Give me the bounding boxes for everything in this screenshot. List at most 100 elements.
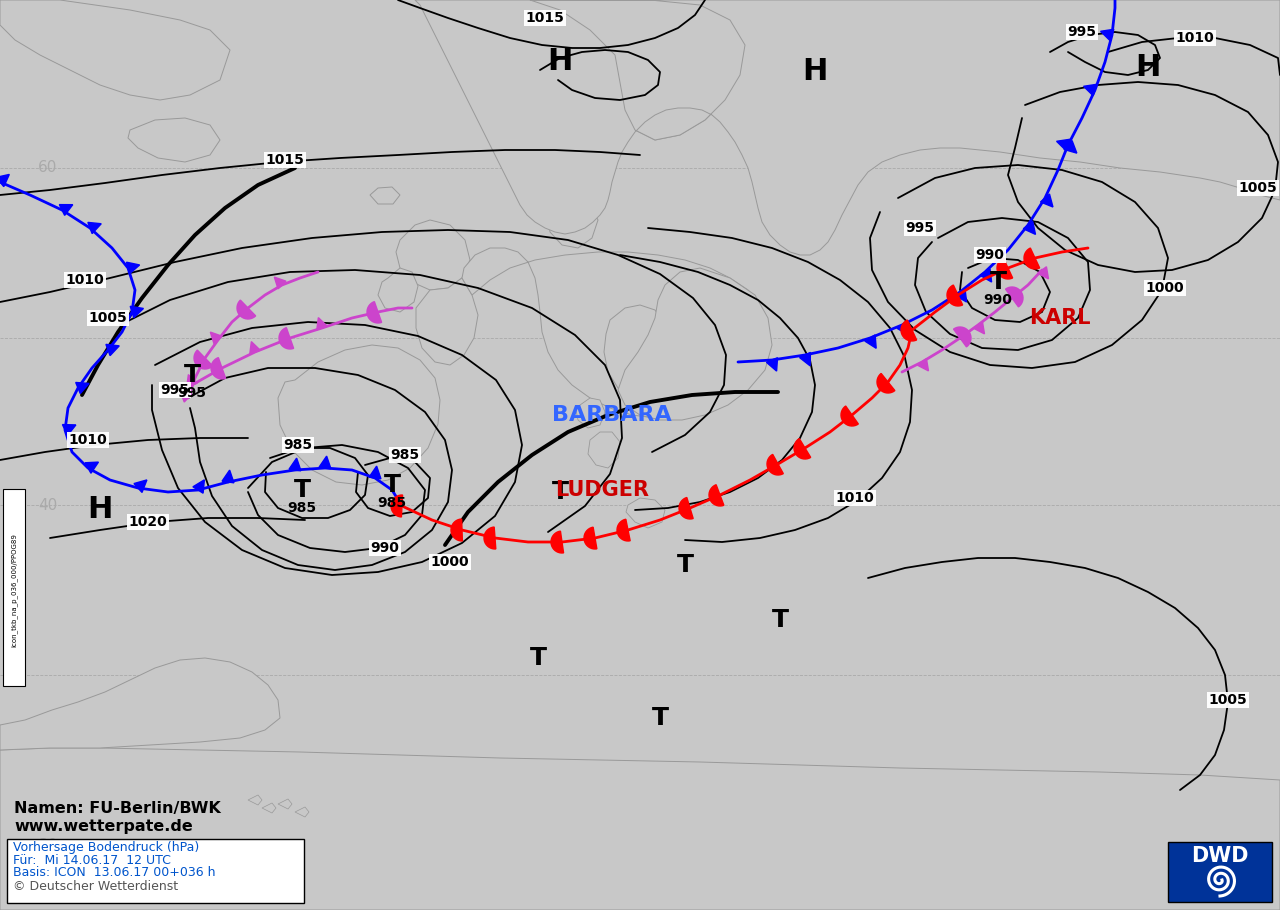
Polygon shape [131,307,143,318]
Polygon shape [278,799,292,809]
Polygon shape [678,498,694,519]
FancyBboxPatch shape [3,489,26,686]
Text: 1010: 1010 [1175,31,1215,45]
Text: T: T [677,553,694,577]
Text: 1010: 1010 [69,433,108,447]
Polygon shape [462,248,765,418]
Polygon shape [997,258,1012,279]
Polygon shape [59,205,73,216]
Text: H: H [87,496,113,524]
Text: 1015: 1015 [526,11,564,25]
Text: 1005: 1005 [1239,181,1277,195]
Text: T: T [384,473,401,497]
Text: 995: 995 [160,383,189,397]
Polygon shape [1064,140,1076,153]
Polygon shape [1024,248,1039,269]
Polygon shape [865,335,877,349]
Polygon shape [584,527,596,549]
Polygon shape [0,748,1280,910]
Polygon shape [918,359,928,371]
Polygon shape [576,398,605,428]
Polygon shape [604,305,668,392]
Polygon shape [767,358,777,371]
Polygon shape [0,0,230,100]
Polygon shape [1023,221,1036,235]
Polygon shape [378,268,419,312]
Text: 990: 990 [371,541,399,555]
Text: 995: 995 [905,221,934,235]
Text: 1005: 1005 [88,311,128,325]
Text: 985: 985 [378,496,407,510]
Polygon shape [221,470,234,483]
Polygon shape [1101,29,1114,41]
Polygon shape [211,358,225,379]
Polygon shape [1006,287,1023,307]
Text: 990: 990 [983,293,1012,307]
Text: 1005: 1005 [1208,693,1248,707]
Text: 60: 60 [38,160,58,176]
Polygon shape [980,268,992,282]
Text: T: T [530,646,547,670]
Text: T: T [293,478,311,502]
Polygon shape [897,322,909,335]
Polygon shape [561,0,745,140]
Text: 1010: 1010 [65,273,105,287]
Polygon shape [415,0,1280,255]
Polygon shape [800,352,810,366]
Text: 985: 985 [390,448,420,462]
Polygon shape [279,328,293,349]
Text: Für:  Mi 14.06.17  12 UTC: Für: Mi 14.06.17 12 UTC [13,854,170,866]
Text: H: H [803,57,828,86]
Polygon shape [767,454,783,475]
Polygon shape [88,222,101,234]
FancyBboxPatch shape [1169,842,1272,902]
Polygon shape [134,480,147,492]
Polygon shape [502,0,635,215]
Polygon shape [1041,194,1053,207]
Text: T: T [652,706,668,730]
Polygon shape [841,406,859,426]
Text: Basis: ICON  13.06.17 00+036 h: Basis: ICON 13.06.17 00+036 h [13,866,215,879]
Polygon shape [0,175,9,187]
Polygon shape [877,373,895,393]
Polygon shape [955,288,966,302]
Text: BARBARA: BARBARA [552,405,672,425]
Text: H: H [1135,54,1161,83]
Polygon shape [794,439,810,459]
Text: 995: 995 [178,386,206,400]
Text: 1000: 1000 [1146,281,1184,295]
Text: DWD: DWD [1192,846,1249,866]
Text: 990: 990 [975,248,1005,262]
Polygon shape [1084,85,1097,96]
Polygon shape [180,390,192,402]
Polygon shape [319,456,332,469]
Polygon shape [947,285,963,306]
Polygon shape [187,375,197,387]
Polygon shape [396,220,470,290]
Polygon shape [367,301,381,323]
Polygon shape [274,278,285,288]
Polygon shape [63,425,76,436]
Polygon shape [618,268,772,420]
Polygon shape [250,341,260,354]
Polygon shape [484,527,495,549]
Text: T: T [989,270,1006,294]
Polygon shape [278,345,440,485]
Polygon shape [76,382,90,393]
Polygon shape [901,320,916,341]
Text: 1000: 1000 [430,555,470,569]
Polygon shape [237,300,256,319]
Text: Vorhersage Bodendruck (hPa): Vorhersage Bodendruck (hPa) [13,841,200,854]
Polygon shape [416,278,477,365]
Polygon shape [626,498,666,528]
Polygon shape [588,432,620,468]
Polygon shape [84,462,99,473]
Polygon shape [127,262,140,274]
Polygon shape [369,466,381,479]
Polygon shape [548,200,598,248]
Text: 985: 985 [283,438,312,452]
Text: T: T [772,608,788,632]
Polygon shape [210,332,221,344]
Text: 30: 30 [38,837,58,853]
Text: www.wetterpate.de: www.wetterpate.de [14,818,193,834]
